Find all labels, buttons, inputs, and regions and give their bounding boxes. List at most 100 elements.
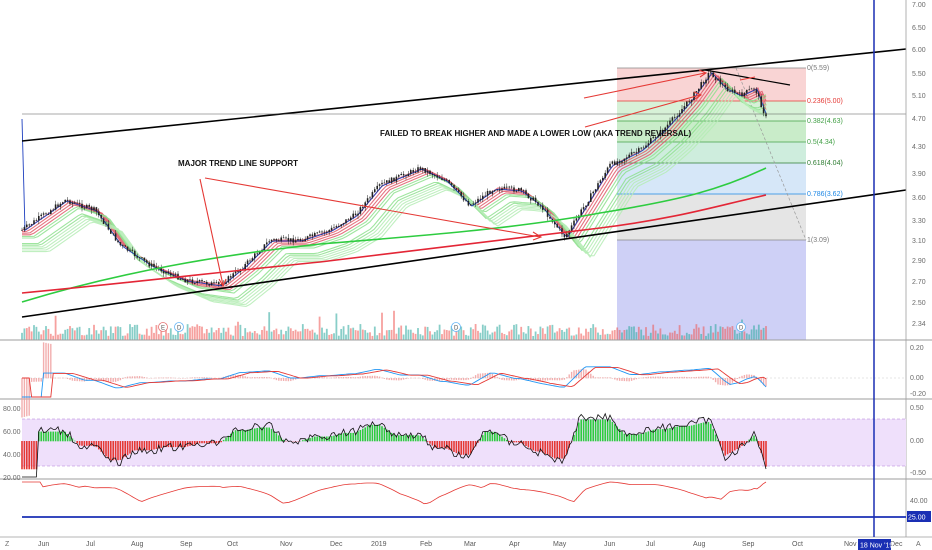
macd-bar (191, 377, 194, 379)
macd-bar (623, 378, 626, 382)
candle-body (280, 237, 282, 241)
momentum-bar (254, 428, 256, 442)
momentum-bar (138, 441, 141, 451)
volume-bar (477, 330, 479, 340)
macd-bar (626, 378, 628, 382)
candle-body (652, 137, 654, 139)
rsi-axis[interactable]: 80.00 60.00 40.00 20.00 0.50 0.00 -0.50 (3, 405, 926, 482)
volume-bar (409, 329, 412, 340)
volume-bar (347, 324, 350, 340)
momentum-bar (172, 441, 174, 448)
momentum-bar (52, 431, 54, 442)
candle-body (534, 197, 537, 203)
macd-bar (112, 378, 114, 382)
dividend-marker-2[interactable] (451, 322, 461, 332)
macd-bar (544, 378, 546, 381)
fib-label-786: 0.786(3.62) (807, 191, 843, 198)
volume-bar (333, 333, 335, 340)
fib-label-236: 0.236(5.00) (807, 98, 843, 105)
candle-body (110, 229, 112, 234)
volume-bar (637, 326, 640, 340)
macd-bar (292, 378, 294, 381)
momentum-bar (314, 436, 316, 442)
volume-bar (652, 324, 655, 340)
volume-bar (669, 332, 671, 340)
volume-bar (57, 334, 59, 340)
main-price-pane[interactable]: 0(5.59) 0.236(5.00) 0.382(4.63) 0.5(4.34… (21, 48, 907, 340)
momentum-bar (239, 430, 242, 442)
candle-body (695, 91, 698, 93)
volume-bar (654, 330, 657, 340)
event-markers[interactable]: E D D D (158, 322, 746, 332)
momentum-bar (268, 427, 270, 442)
macd-bar (726, 378, 729, 386)
candle-body (194, 283, 196, 284)
momentum-bar (42, 431, 45, 442)
candle-body (484, 195, 486, 197)
adx-axis[interactable]: 40.00 (910, 498, 928, 505)
momentum-bar (626, 434, 628, 442)
candle-body (434, 174, 436, 176)
candle-body (573, 220, 575, 226)
volume-bar (47, 328, 50, 340)
candle-body (707, 73, 710, 80)
macd-axis[interactable]: 0.20 0.00 -0.20 (910, 345, 926, 398)
rsi-pane[interactable] (21, 412, 906, 478)
momentum-bar (263, 427, 266, 442)
volume-bar (616, 327, 619, 340)
dividend-marker-1[interactable] (174, 322, 184, 332)
upper-channel-line[interactable] (21, 48, 907, 142)
macd-bar (664, 377, 666, 379)
volume-bar (678, 325, 681, 340)
momentum-bar (726, 441, 729, 455)
volume-bar (318, 316, 321, 340)
price-axis[interactable]: 7.00 6.50 6.00 5.50 5.10 4.70 4.30 3.90 3.60 3.30… (912, 2, 926, 328)
volume-bar (371, 335, 374, 340)
momentum-bar (518, 441, 520, 443)
rsi-left-tick: 60.00 (3, 429, 21, 436)
adx-pane[interactable]: 25.00 (22, 481, 931, 522)
volume-bar (623, 330, 626, 340)
macd-pane[interactable] (21, 342, 906, 418)
candle-body (150, 263, 153, 267)
macd-bar (450, 378, 453, 380)
adx-tick: 40.00 (910, 498, 928, 505)
candle-body (508, 186, 510, 188)
macd-bar (580, 369, 582, 379)
candle-body (386, 180, 388, 183)
earnings-marker[interactable] (158, 322, 168, 332)
corner-label-z[interactable]: Z (5, 541, 10, 548)
volume-bar (193, 326, 196, 340)
macd-bar (489, 372, 491, 379)
macd-bar (568, 374, 570, 379)
candle-body (597, 183, 599, 190)
momentum-bar (369, 424, 371, 442)
macd-bar (738, 376, 741, 379)
candle-body (304, 239, 306, 242)
corner-label-a[interactable]: A (916, 541, 921, 548)
candle-body (174, 273, 177, 275)
lower-channel-line[interactable] (21, 189, 907, 318)
momentum-bar (515, 441, 518, 443)
candle-body (254, 253, 256, 259)
momentum-bar (496, 433, 498, 442)
volume-bar (340, 328, 343, 340)
candle-body (719, 78, 722, 85)
volume-bar (263, 326, 266, 340)
rsi-left-tick: 20.00 (3, 475, 21, 482)
momentum-bar (218, 441, 220, 444)
top-resistance-line[interactable] (704, 69, 791, 86)
momentum-bar (165, 441, 167, 448)
macd-bar (345, 377, 347, 379)
candle-body (674, 116, 676, 118)
candle-body (592, 191, 594, 194)
candle-body (122, 245, 124, 247)
dividend-marker-3[interactable] (736, 322, 746, 332)
time-axis[interactable]: Jun Jul Aug Sep Oct Nov Dec 2019 Feb Mar Apr May Jun… (38, 541, 903, 548)
macd-bar (362, 376, 364, 379)
candle-body (702, 82, 705, 84)
volume-bar (321, 327, 323, 340)
volume-bar (241, 335, 244, 340)
time-tick: Mar (464, 541, 477, 548)
